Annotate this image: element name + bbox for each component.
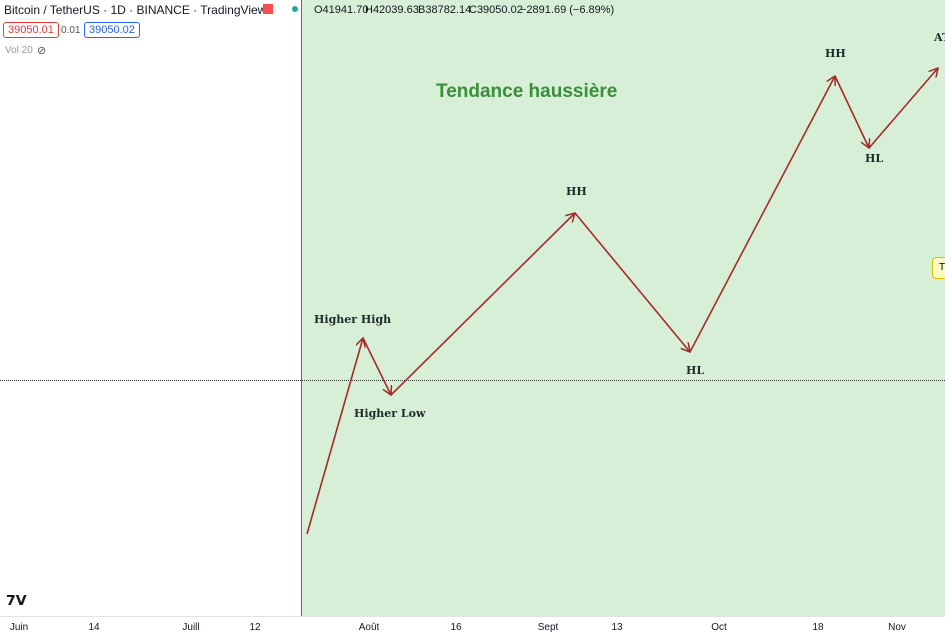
x-tick-label: Nov: [888, 622, 906, 633]
x-tick-label: Sept: [537, 622, 559, 633]
change: −2891.69 (−6.89%): [520, 4, 615, 16]
x-tick-label: 13: [611, 622, 623, 633]
label: AT: [934, 31, 945, 44]
label: HL: [686, 364, 705, 377]
label: Higher High: [314, 313, 392, 326]
x-tick-label: Juin: [9, 622, 29, 633]
hide-icon[interactable]: ⊘: [37, 45, 47, 57]
x-tick-label: Juill: [182, 622, 200, 633]
side-tag[interactable]: T: [932, 257, 945, 279]
low: B38782.14: [418, 4, 472, 16]
open: O41941.70: [314, 4, 369, 16]
price-line: [0, 380, 945, 381]
bid[interactable]: 39050.01: [3, 22, 59, 38]
x-axis: [0, 616, 945, 637]
x-tick-label: Oct: [711, 622, 727, 633]
high: H42039.63: [365, 4, 419, 16]
label: HH: [825, 47, 846, 60]
close: C39050.02: [469, 4, 523, 16]
chart-title: Tendance haussière: [436, 81, 618, 102]
ask[interactable]: 39050.02: [84, 22, 140, 38]
highlight-zone: [301, 0, 945, 616]
x-tick-label: 18: [812, 622, 824, 633]
label: HH: [566, 185, 587, 198]
trend-arrows: [306, 0, 945, 535]
logo[interactable]: 𝟳𝗩: [6, 592, 27, 608]
spread: 0.01: [61, 25, 81, 36]
symbol[interactable]: Bitcoin / TetherUS · 1D · BINANCE · Trad…: [4, 3, 267, 17]
x-tick-label: 16: [450, 622, 462, 633]
label: Higher Low: [354, 407, 426, 420]
volume[interactable]: Vol 20: [5, 45, 33, 56]
flag[interactable]: [263, 4, 273, 14]
label: HL: [865, 152, 884, 165]
x-tick-label: 12: [249, 622, 261, 633]
status-dot: [292, 6, 298, 12]
x-tick-label: 14: [88, 622, 100, 633]
x-tick-label: Août: [358, 622, 380, 633]
